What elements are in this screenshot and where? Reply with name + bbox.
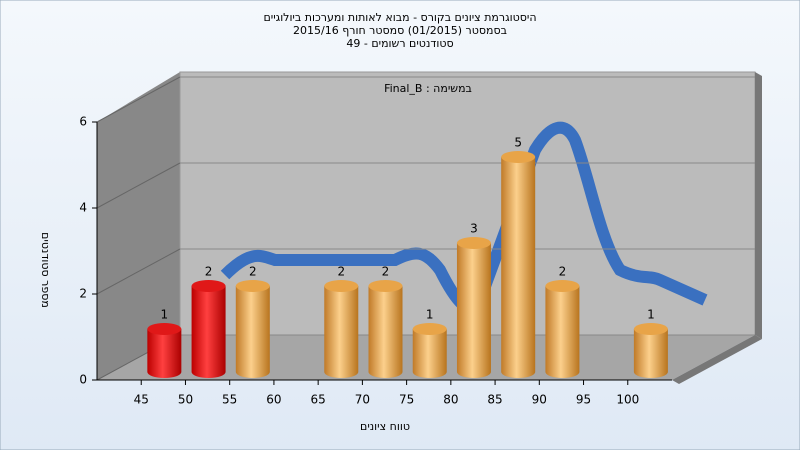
y-tick-label: 0 <box>79 373 87 387</box>
grid-line <box>96 162 181 209</box>
x-tick-label: 95 <box>576 393 591 407</box>
value-label: 1 <box>426 308 434 322</box>
x-tick-label: 80 <box>443 393 458 407</box>
value-label: 3 <box>470 222 478 236</box>
value-label: 2 <box>249 265 257 279</box>
left-wall <box>97 72 180 380</box>
value-label: 1 <box>647 308 655 322</box>
x-tick-label: 50 <box>178 393 193 407</box>
x-tick-label: 90 <box>532 393 547 407</box>
x-tick-label: 55 <box>222 393 237 407</box>
bar <box>545 280 580 378</box>
bar <box>235 280 270 378</box>
x-tick-label: 75 <box>399 393 414 407</box>
chart-title: היסטוגרמת ציונים בקורס - מבוא לאותות ומע… <box>263 11 536 24</box>
x-tick-label: 85 <box>487 393 502 407</box>
floor-edge <box>672 335 762 384</box>
bar-top <box>545 280 580 292</box>
grid-line <box>96 248 181 295</box>
bar <box>191 280 226 378</box>
bar-body <box>191 286 226 378</box>
bar <box>324 280 359 378</box>
bar <box>147 323 182 378</box>
value-label: 2 <box>559 265 567 279</box>
x-tick-label: 60 <box>266 393 281 407</box>
value-label: 5 <box>514 136 522 150</box>
bar <box>456 237 491 378</box>
y-tick-label: 2 <box>79 287 87 301</box>
trend-ribbon <box>220 121 708 314</box>
chart-subtitle: בסמסטר (01/2015) סמסטר חורף 2015/16 <box>293 24 507 37</box>
bar-top <box>633 323 668 335</box>
bar-body <box>412 329 447 378</box>
plot <box>92 76 755 385</box>
bar <box>501 151 536 378</box>
value-label: 2 <box>205 265 213 279</box>
bar-top <box>456 237 491 249</box>
bar-top <box>147 323 182 335</box>
bar <box>633 323 668 378</box>
y-tick-label: 6 <box>79 115 87 129</box>
grid-line <box>96 76 181 123</box>
x-tick-label: 70 <box>355 393 370 407</box>
y-axis-label: מספר סטודנטים <box>39 232 52 308</box>
x-tick-label: 100 <box>616 393 639 407</box>
bar <box>368 280 403 378</box>
value-label: 2 <box>337 265 345 279</box>
chart-subtitle: סטודנטים רשומים - 49 <box>346 37 453 50</box>
bar-body <box>147 329 182 378</box>
annotation: Final_B : במשימה <box>384 82 472 95</box>
bar-body <box>501 157 536 378</box>
bar-body <box>456 243 491 378</box>
bar-body <box>368 286 403 378</box>
bar-body <box>633 329 668 378</box>
x-axis-label: טווח ציונים <box>360 420 410 433</box>
bar-top <box>412 323 447 335</box>
x-tick-label: 45 <box>134 393 149 407</box>
bar-top <box>191 280 226 292</box>
value-label: 2 <box>382 265 390 279</box>
bar <box>412 323 447 378</box>
y-tick-label: 4 <box>79 201 87 215</box>
bar-top <box>501 151 536 163</box>
bar-top <box>235 280 270 292</box>
bar-top <box>324 280 359 292</box>
value-label: 1 <box>161 308 169 322</box>
bar-body <box>235 286 270 378</box>
bar-body <box>545 286 580 378</box>
bar-top <box>368 280 403 292</box>
x-tick-label: 65 <box>311 393 326 407</box>
wall-edge <box>755 72 762 339</box>
bar-body <box>324 286 359 378</box>
